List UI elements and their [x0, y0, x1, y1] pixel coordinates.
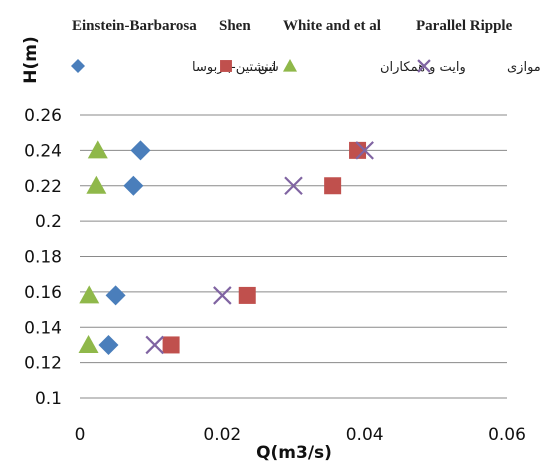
legend-label-persian: شن — [258, 60, 279, 75]
legend-label: White and et al — [283, 18, 381, 34]
data-point-square — [324, 177, 342, 195]
y-tick-label: 0.2 — [35, 212, 62, 232]
legend-label-persian: ریپل موازی — [507, 60, 540, 75]
y-tick-label: 0.12 — [24, 354, 62, 374]
legend-label: Parallel Ripple — [416, 18, 513, 34]
data-point-diamond — [105, 285, 126, 306]
y-axis-ticks: 0.1 0.12 0.14 0.16 0.18 0.2 0.22 0.24 0.26 — [24, 106, 62, 409]
y-tick-label: 0.1 — [35, 389, 62, 409]
x-tick-label: 0.04 — [346, 425, 384, 445]
x-tick-label: 0 — [75, 425, 86, 445]
data-point-diamond — [98, 334, 119, 355]
y-tick-label: 0.14 — [24, 318, 62, 338]
data-point-x — [284, 176, 303, 196]
data-point-diamond — [123, 175, 144, 196]
data-point-x — [145, 335, 165, 355]
y-tick-label: 0.24 — [24, 141, 62, 161]
legend-marker-diamond — [71, 59, 85, 73]
data-point-triangle — [79, 285, 100, 304]
legend-marker-square — [220, 60, 232, 72]
legend: Einstein-Barbarosa اینشتین-باربوسا Shen شن W… — [71, 18, 540, 75]
y-tick-label: 0.22 — [24, 177, 62, 197]
data-point-square — [162, 336, 180, 354]
data-point-x — [213, 286, 232, 305]
y-axis-title: H(m) — [21, 36, 41, 83]
y-tick-label: 0.18 — [24, 248, 62, 268]
data-points — [78, 140, 374, 355]
legend-marker-x — [417, 59, 431, 73]
gridlines — [80, 114, 507, 399]
legend-label: Shen — [219, 18, 251, 34]
data-point-square — [238, 286, 256, 304]
x-tick-label: 0.06 — [488, 425, 526, 445]
data-point-diamond — [130, 140, 151, 161]
data-point-triangle — [86, 175, 107, 194]
data-point-x — [355, 141, 374, 160]
x-axis-ticks: 0 0.02 0.04 0.06 — [75, 425, 526, 445]
x-tick-label: 0.02 — [203, 425, 241, 445]
y-tick-label: 0.26 — [24, 106, 62, 126]
data-point-triangle — [78, 334, 99, 353]
x-axis-title: Q(m3/s) — [256, 443, 332, 463]
data-point-triangle — [87, 140, 108, 159]
legend-label: Einstein-Barbarosa — [72, 18, 197, 34]
legend-label-persian: اینشتین-باربوسا — [192, 60, 276, 75]
legend-marker-triangle — [283, 59, 297, 72]
y-tick-label: 0.16 — [24, 283, 62, 303]
